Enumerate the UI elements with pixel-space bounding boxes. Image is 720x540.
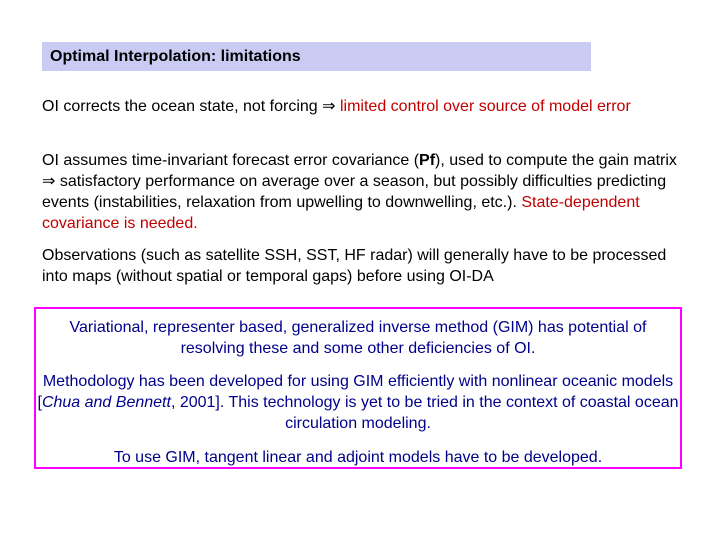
title-bar <box>42 42 591 71</box>
highlight-text: limited control over source of model err… <box>335 98 631 115</box>
gim-text: , 2001]. This technology is yet to be tr… <box>170 394 679 432</box>
highlight-text: State-dependent covariance is needed. <box>42 194 640 232</box>
pf-symbol: Pf <box>419 152 436 169</box>
gim-box <box>34 307 682 469</box>
citation-authors: Chua and Bennett <box>41 394 171 411</box>
gim-paragraph-models: To use GIM, tangent linear and adjoint m… <box>113 449 603 466</box>
gim-paragraph-methodology: Methodology has been developed for using… <box>36 371 680 434</box>
paragraph-text: OI corrects the ocean state, not forcing <box>42 98 323 115</box>
implies-arrow: ⇒ <box>42 173 56 190</box>
paragraph-text: OI assumes time-invariant forecast error… <box>42 152 420 169</box>
paragraph-observations: Observations (such as satellite SSH, SST… <box>42 247 667 285</box>
implies-arrow: ⇒ <box>322 98 336 115</box>
paragraph-covariance: OI assumes time-invariant forecast error… <box>42 150 682 234</box>
slide-title: Optimal Interpolation: limitations <box>50 48 301 65</box>
paragraph-text: ), used to compute the gain matrix <box>435 152 677 169</box>
paragraph-text: satisfactory performance on average over… <box>42 173 667 211</box>
paragraph-forcing: OI corrects the ocean state, not forcing… <box>42 96 682 117</box>
gim-paragraph-potential: Variational, representer based, generali… <box>69 319 647 357</box>
gim-text: Methodology has been developed for using… <box>37 373 674 411</box>
